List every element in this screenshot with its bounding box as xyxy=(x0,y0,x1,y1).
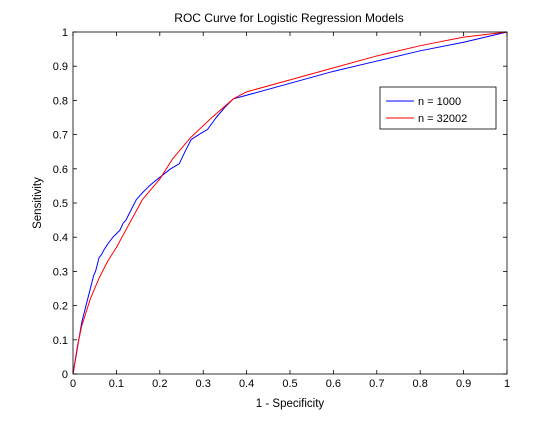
x-tick-label: 0.6 xyxy=(326,378,341,390)
legend-box xyxy=(379,86,497,130)
plot-frame xyxy=(72,31,508,375)
y-tick-label: 0.3 xyxy=(53,266,68,278)
x-tick-label: 0.9 xyxy=(456,378,471,390)
y-tick-label: 0 xyxy=(62,369,68,381)
chart-title: ROC Curve for Logistic Regression Models xyxy=(174,11,403,25)
y-axis-ticks: 0 0.1 0.2 0.3 0.4 0.5 0.6 0.7 0.8 0.9 1 xyxy=(53,27,507,381)
y-tick-label: 0.5 xyxy=(53,198,68,210)
x-tick-label: 1 xyxy=(504,378,510,390)
y-axis-label: Sensitivity xyxy=(32,177,44,229)
x-axis-ticks: 0 0.1 0.2 0.3 0.4 0.5 0.6 0.7 0.8 0.9 1 xyxy=(70,32,510,390)
y-tick-label: 0.2 xyxy=(53,301,68,313)
x-tick-label: 0.2 xyxy=(152,378,167,390)
y-tick-label: 0.9 xyxy=(53,61,68,73)
y-tick-label: 0.6 xyxy=(53,164,68,176)
x-tick-label: 0.3 xyxy=(196,378,211,390)
y-tick-label: 0.4 xyxy=(53,232,68,244)
y-tick-label: 0.1 xyxy=(53,335,68,347)
x-axis-label: 1 - Specificity xyxy=(256,398,325,410)
series-line-n-32002 xyxy=(72,31,508,375)
legend-label-n-32002: n = 32002 xyxy=(418,113,467,125)
y-tick-label: 0.7 xyxy=(53,130,68,142)
y-tick-label: 1 xyxy=(62,27,68,39)
y-tick-label: 0.8 xyxy=(53,95,68,107)
x-tick-label: 0.4 xyxy=(239,378,254,390)
x-tick-label: 0.5 xyxy=(282,378,297,390)
x-tick-label: 0 xyxy=(70,378,76,390)
legend-label-n-1000: n = 1000 xyxy=(418,96,461,108)
series-line-n-1000 xyxy=(72,31,508,375)
legend: n = 1000 n = 32002 xyxy=(379,86,497,130)
series-layer xyxy=(72,31,508,375)
x-tick-label: 0.8 xyxy=(413,378,428,390)
x-tick-label: 0.7 xyxy=(369,378,384,390)
x-tick-label: 0.1 xyxy=(109,378,124,390)
